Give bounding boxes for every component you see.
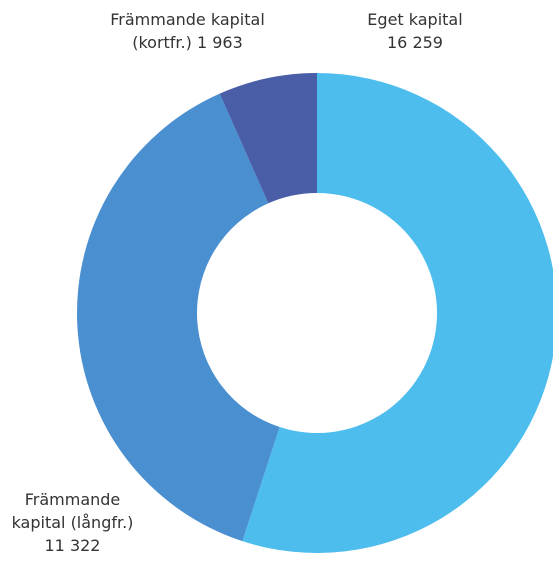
category-label: Främmande kapital (kortfr.) [110, 10, 265, 52]
donut-slice [77, 93, 280, 542]
category-label: Eget kapital [367, 10, 463, 29]
slice-label: Eget kapital 16 259 [355, 8, 475, 54]
donut-slice [219, 73, 317, 204]
value-label: 1 963 [196, 33, 243, 52]
value-label: 16 259 [387, 33, 443, 52]
value-label: 11 322 [44, 536, 101, 555]
slice-label: Främmande kapital (långfr.) 11 322 [0, 488, 145, 557]
donut-slice [242, 73, 553, 553]
slice-label: Främmande kapital (kortfr.) 1 963 [90, 8, 285, 54]
category-label: Främmande kapital (långfr.) [11, 490, 134, 532]
